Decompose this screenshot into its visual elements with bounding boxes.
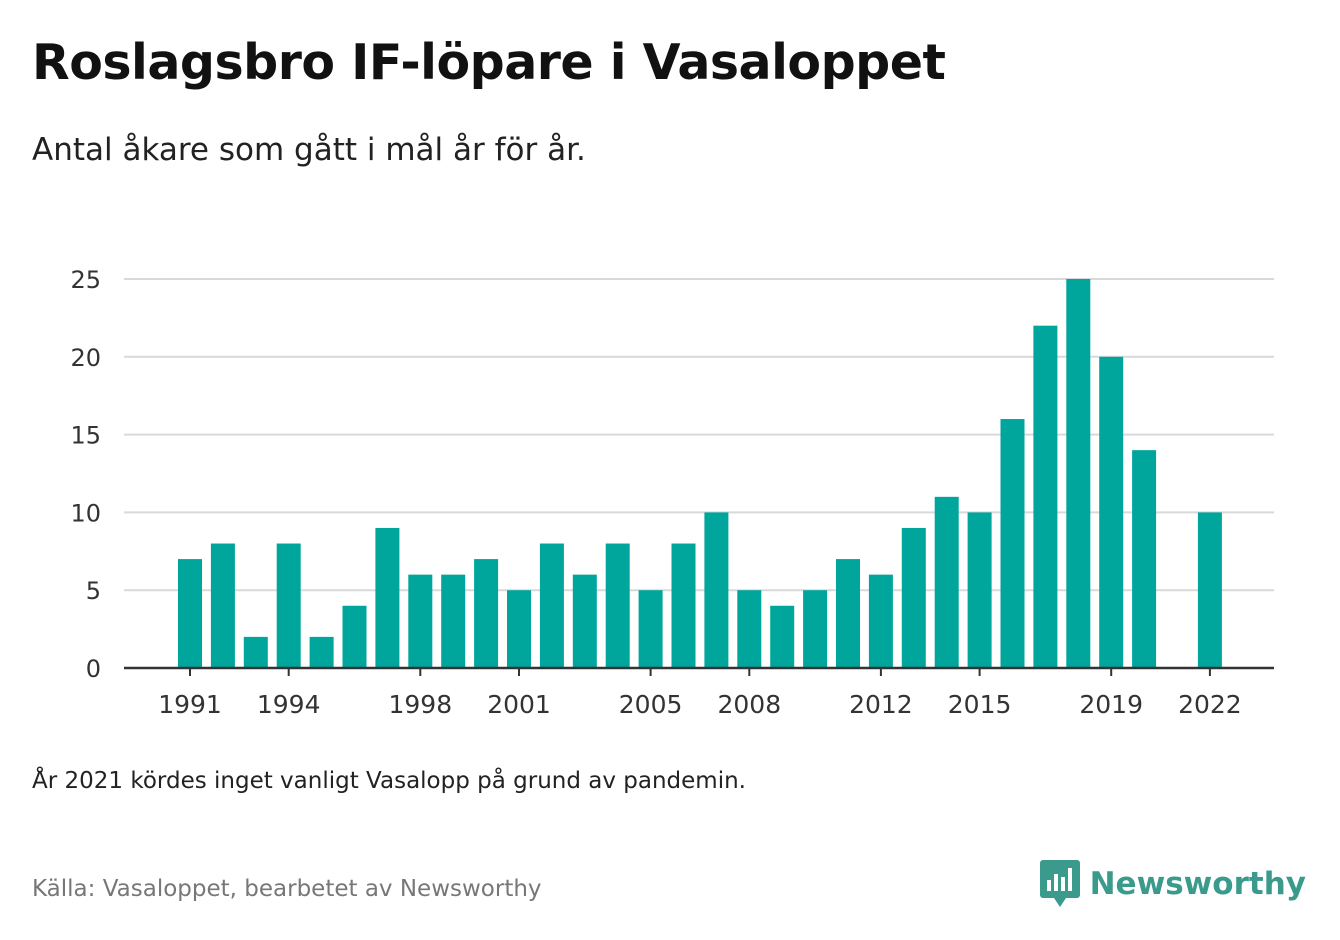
bar-2012 bbox=[868, 574, 893, 668]
bar-2017 bbox=[1033, 325, 1058, 668]
x-tick-label: 1991 bbox=[158, 690, 222, 719]
bar-1998 bbox=[408, 574, 433, 668]
bar-1995 bbox=[309, 636, 334, 668]
bar-1997 bbox=[375, 527, 400, 668]
bar-2016 bbox=[1000, 419, 1025, 668]
bar-1992 bbox=[210, 543, 235, 668]
bar-2005 bbox=[638, 590, 663, 668]
bar-2000 bbox=[474, 559, 499, 668]
brand-name: Newsworthy bbox=[1089, 866, 1306, 902]
bar-2011 bbox=[836, 559, 860, 668]
footnote: År 2021 kördes inget vanligt Vasalopp på… bbox=[32, 768, 746, 794]
x-tick-label: 2001 bbox=[487, 690, 551, 719]
y-tick-label: 15 bbox=[70, 422, 101, 450]
chart-title: Roslagsbro IF-löpare i Vasaloppet bbox=[32, 34, 946, 91]
x-tick-label: 2008 bbox=[717, 690, 781, 719]
brand-logo: Newsworthy bbox=[1039, 860, 1306, 908]
chart-subtitle: Antal åkare som gått i mål år för år. bbox=[32, 132, 586, 168]
x-tick-label: 2012 bbox=[849, 690, 913, 719]
source-credit: Källa: Vasaloppet, bearbetet av Newswort… bbox=[32, 876, 542, 902]
bar-2009 bbox=[770, 605, 795, 668]
bar-2001 bbox=[507, 590, 531, 668]
x-tick-label: 2015 bbox=[948, 690, 1012, 719]
y-tick-label: 10 bbox=[70, 499, 101, 527]
bar-2013 bbox=[901, 527, 926, 668]
bar-2008 bbox=[737, 590, 762, 668]
bar-2002 bbox=[539, 543, 564, 668]
newsworthy-logo-icon bbox=[1039, 860, 1080, 907]
bar-1996 bbox=[342, 605, 367, 668]
bar-1999 bbox=[441, 574, 466, 668]
y-tick-label: 0 bbox=[86, 655, 101, 683]
bar-1994 bbox=[276, 543, 301, 668]
bar-2003 bbox=[572, 574, 597, 668]
bar-2004 bbox=[605, 543, 630, 668]
bar-2007 bbox=[704, 512, 729, 668]
bar-chart: 0 5 10 15 20 25 1991 1994 1998 2001 2005 2008 2012 2… bbox=[70, 266, 1274, 719]
y-tick-label: 20 bbox=[70, 344, 101, 372]
x-tick-label: 2022 bbox=[1178, 690, 1242, 719]
y-axis-ticks: 0 5 10 15 20 25 bbox=[70, 266, 101, 683]
x-axis-ticks: 1991 1994 1998 2001 2005 2008 2012 2015 2019 2022 bbox=[158, 668, 1242, 719]
x-tick-label: 2005 bbox=[619, 690, 683, 719]
bar-2018 bbox=[1066, 279, 1091, 668]
bar-2022 bbox=[1197, 512, 1222, 668]
y-tick-label: 25 bbox=[70, 266, 101, 294]
x-tick-label: 1994 bbox=[257, 690, 321, 719]
bar-1993 bbox=[243, 636, 268, 668]
bar-2019 bbox=[1099, 356, 1124, 668]
bar-2020 bbox=[1132, 450, 1157, 668]
bar-2014 bbox=[934, 496, 959, 668]
x-tick-label: 2019 bbox=[1079, 690, 1143, 719]
bar-1991 bbox=[178, 559, 202, 668]
bars bbox=[178, 279, 1222, 668]
y-tick-label: 5 bbox=[86, 577, 101, 605]
bar-2010 bbox=[803, 590, 828, 668]
x-tick-label: 1998 bbox=[388, 690, 452, 719]
bar-2015 bbox=[967, 512, 992, 668]
bar-2006 bbox=[671, 543, 696, 668]
